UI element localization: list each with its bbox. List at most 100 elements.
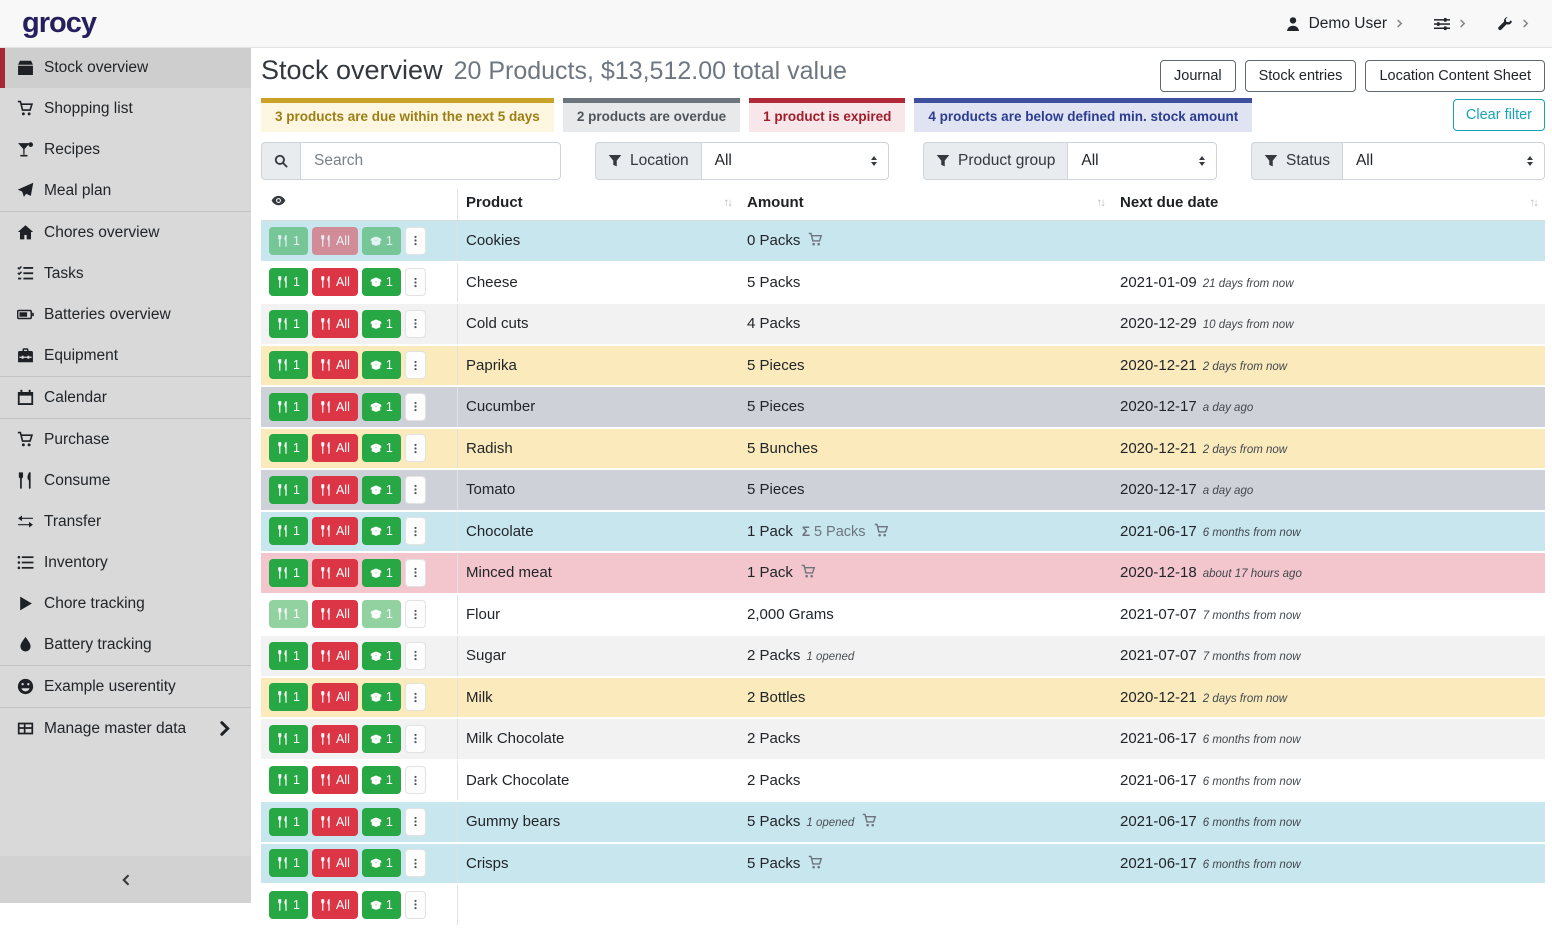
settings-menu[interactable]	[1434, 16, 1467, 32]
sidebar-item-chores-overview[interactable]: Chores overview	[0, 211, 251, 253]
column-header-product[interactable]: Product↑↓	[458, 189, 740, 221]
sidebar-item-batteries-overview[interactable]: Batteries overview	[0, 294, 251, 335]
open-one-button[interactable]: 1	[362, 642, 401, 670]
row-menu-button[interactable]	[405, 517, 426, 545]
open-one-button[interactable]: 1	[362, 891, 401, 919]
open-one-button[interactable]: 1	[362, 310, 401, 338]
row-menu-button[interactable]	[405, 310, 426, 338]
sidebar-item-consume[interactable]: Consume	[0, 460, 251, 501]
user-menu[interactable]: Demo User	[1285, 15, 1404, 33]
sidebar-item-recipes[interactable]: Recipes	[0, 129, 251, 170]
consume-one-button[interactable]: 1	[269, 849, 308, 877]
location-select[interactable]: All	[701, 142, 889, 180]
row-menu-button[interactable]	[405, 393, 426, 421]
consume-one-button[interactable]: 1	[269, 310, 308, 338]
sidebar-item-meal-plan[interactable]: Meal plan	[0, 170, 251, 211]
consume-one-button[interactable]: 1	[269, 517, 308, 545]
open-one-button[interactable]: 1	[362, 268, 401, 296]
row-menu-button[interactable]	[405, 600, 426, 628]
sidebar-item-example-userentity[interactable]: Example userentity	[0, 665, 251, 707]
open-one-button[interactable]: 1	[362, 849, 401, 877]
open-one-button[interactable]: 1	[362, 517, 401, 545]
row-menu-button[interactable]	[405, 476, 426, 504]
status-select[interactable]: All	[1342, 142, 1545, 180]
banner-expired[interactable]: 1 product is expired	[749, 98, 905, 132]
open-one-button[interactable]: 1	[362, 559, 401, 587]
sidebar-item-stock-overview[interactable]: Stock overview	[0, 47, 251, 88]
product-group-select[interactable]: All	[1067, 142, 1217, 180]
consume-one-button[interactable]: 1	[269, 725, 308, 753]
column-visibility-toggle[interactable]	[261, 189, 458, 221]
consume-all-button[interactable]: All	[312, 310, 358, 338]
add-to-shopping-list-icon[interactable]	[801, 564, 818, 579]
open-one-button[interactable]: 1	[362, 600, 401, 628]
location-content-sheet-button[interactable]: Location Content Sheet	[1365, 60, 1545, 92]
open-one-button[interactable]: 1	[362, 393, 401, 421]
open-one-button[interactable]: 1	[362, 766, 401, 794]
consume-all-button[interactable]: All	[312, 642, 358, 670]
row-menu-button[interactable]	[405, 891, 426, 919]
consume-all-button[interactable]: All	[312, 683, 358, 711]
journal-button[interactable]: Journal	[1160, 60, 1236, 92]
open-one-button[interactable]: 1	[362, 476, 401, 504]
consume-one-button[interactable]: 1	[269, 891, 308, 919]
consume-one-button[interactable]: 1	[269, 766, 308, 794]
open-one-button[interactable]: 1	[362, 434, 401, 462]
consume-one-button[interactable]: 1	[269, 600, 308, 628]
consume-all-button[interactable]: All	[312, 268, 358, 296]
consume-one-button[interactable]: 1	[269, 642, 308, 670]
row-menu-button[interactable]	[405, 268, 426, 296]
search-input[interactable]	[300, 142, 561, 180]
consume-one-button[interactable]: 1	[269, 476, 308, 504]
sidebar-item-shopping-list[interactable]: Shopping list	[0, 88, 251, 129]
consume-all-button[interactable]: All	[312, 559, 358, 587]
sidebar-item-chore-tracking[interactable]: Chore tracking	[0, 583, 251, 624]
admin-menu[interactable]	[1497, 16, 1530, 32]
consume-all-button[interactable]: All	[312, 476, 358, 504]
add-to-shopping-list-icon[interactable]	[874, 523, 891, 538]
sidebar-item-tasks[interactable]: Tasks	[0, 253, 251, 294]
consume-one-button[interactable]: 1	[269, 393, 308, 421]
clear-filter-button[interactable]: Clear filter	[1453, 99, 1545, 131]
sidebar-item-equipment[interactable]: Equipment	[0, 335, 251, 376]
sidebar-item-battery-tracking[interactable]: Battery tracking	[0, 624, 251, 665]
stock-entries-button[interactable]: Stock entries	[1245, 60, 1357, 92]
consume-all-button[interactable]: All	[312, 849, 358, 877]
consume-all-button[interactable]: All	[312, 725, 358, 753]
add-to-shopping-list-icon[interactable]	[808, 855, 825, 870]
consume-one-button[interactable]: 1	[269, 351, 308, 379]
row-menu-button[interactable]	[405, 725, 426, 753]
consume-all-button[interactable]: All	[312, 766, 358, 794]
consume-one-button[interactable]: 1	[269, 227, 308, 255]
row-menu-button[interactable]	[405, 642, 426, 670]
row-menu-button[interactable]	[405, 227, 426, 255]
banner-overdue[interactable]: 2 products are overdue	[563, 98, 740, 132]
open-one-button[interactable]: 1	[362, 683, 401, 711]
row-menu-button[interactable]	[405, 559, 426, 587]
sidebar-item-inventory[interactable]: Inventory	[0, 542, 251, 583]
row-menu-button[interactable]	[405, 808, 426, 836]
banner-due[interactable]: 3 products are due within the next 5 day…	[261, 98, 554, 132]
consume-all-button[interactable]: All	[312, 227, 358, 255]
sidebar-item-purchase[interactable]: Purchase	[0, 418, 251, 460]
consume-all-button[interactable]: All	[312, 600, 358, 628]
open-one-button[interactable]: 1	[362, 725, 401, 753]
row-menu-button[interactable]	[405, 849, 426, 877]
consume-one-button[interactable]: 1	[269, 808, 308, 836]
banner-below-min[interactable]: 4 products are below defined min. stock …	[914, 98, 1252, 132]
consume-one-button[interactable]: 1	[269, 559, 308, 587]
logo[interactable]: grocy	[22, 7, 96, 40]
consume-one-button[interactable]: 1	[269, 434, 308, 462]
sidebar-item-transfer[interactable]: Transfer	[0, 501, 251, 542]
open-one-button[interactable]: 1	[362, 808, 401, 836]
open-one-button[interactable]: 1	[362, 351, 401, 379]
row-menu-button[interactable]	[405, 766, 426, 794]
column-header-amount[interactable]: Amount↑↓	[739, 189, 1112, 221]
add-to-shopping-list-icon[interactable]	[808, 232, 825, 247]
consume-one-button[interactable]: 1	[269, 683, 308, 711]
consume-all-button[interactable]: All	[312, 393, 358, 421]
consume-all-button[interactable]: All	[312, 351, 358, 379]
sidebar-collapse-button[interactable]	[0, 856, 251, 903]
consume-all-button[interactable]: All	[312, 891, 358, 919]
sidebar-item-manage-master-data[interactable]: Manage master data	[0, 707, 251, 749]
